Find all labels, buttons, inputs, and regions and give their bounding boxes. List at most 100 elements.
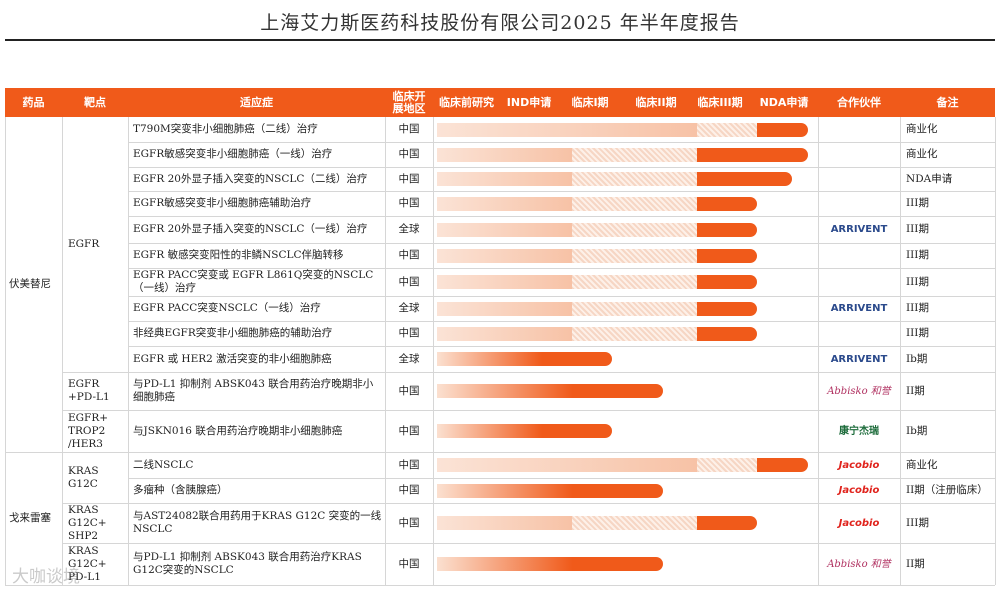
progress-bar	[437, 557, 663, 571]
bar-segment	[697, 122, 757, 137]
column-header: IND申请	[506, 95, 552, 109]
bar-segment	[437, 458, 697, 472]
column-header: 临床前研究	[439, 95, 494, 109]
note: III期	[906, 302, 929, 314]
bar-segment	[572, 516, 697, 530]
note: III期	[906, 249, 929, 261]
bar-segment	[572, 301, 697, 316]
indication: EGFR 敏感突变阳性的非鳞NSCLC伴脑转移	[133, 249, 344, 261]
bar-segment	[572, 147, 697, 162]
column-line	[433, 117, 434, 585]
indication: 与JSKN016 联合用药治疗晚期非小细胞肺癌	[133, 424, 343, 437]
region: 全球	[398, 223, 420, 235]
indication: EGFR 或 HER2 激活突变的非小细胞肺癌	[133, 352, 332, 365]
row-line	[128, 268, 995, 269]
progress-bar	[437, 384, 663, 398]
bar-segment	[437, 196, 572, 211]
column-line	[62, 117, 63, 585]
partner-logo: ARRIVENT	[830, 353, 888, 365]
note: 商业化	[906, 123, 938, 135]
region: 中国	[398, 424, 420, 437]
progress-bar	[437, 147, 808, 162]
bar-segment	[697, 222, 757, 237]
column-line	[385, 117, 386, 585]
bar-segment	[437, 275, 572, 289]
watermark: 大咖谈境	[12, 567, 80, 587]
target-line	[62, 372, 128, 373]
target: EGFR	[68, 238, 100, 250]
note: 商业化	[906, 458, 938, 471]
row-line	[128, 478, 995, 479]
row-line	[128, 191, 995, 192]
target-line	[62, 410, 128, 411]
column-header: 备注	[936, 95, 959, 109]
bar-segment	[697, 172, 792, 186]
partner-logo: Abbisko 和誉	[827, 385, 891, 397]
note: III期	[906, 275, 929, 288]
column-header: 临床I期	[571, 95, 609, 109]
note: NDA申请	[906, 172, 953, 185]
bar-segment	[437, 326, 572, 341]
table-header	[5, 88, 995, 117]
note: III期	[906, 516, 929, 529]
region: 全球	[398, 302, 420, 314]
progress-bar	[437, 196, 757, 211]
bar-segment	[437, 483, 663, 498]
drug: 戈来雷塞	[9, 512, 51, 524]
indication: 二线NSCLC	[133, 458, 194, 471]
row-line	[128, 410, 995, 411]
region: 中国	[398, 516, 420, 529]
bar-segment	[572, 196, 697, 211]
bar-segment	[437, 147, 572, 162]
indication: EGFR敏感突变非小细胞肺癌（一线）治疗	[133, 148, 333, 160]
bar-segment	[437, 516, 572, 530]
note: III期	[906, 223, 929, 235]
bar-segment	[697, 248, 757, 263]
progress-bar	[437, 352, 612, 366]
row-line	[128, 503, 995, 504]
bar-segment	[437, 172, 572, 186]
bar-segment	[572, 172, 697, 186]
progress-bar	[437, 122, 808, 137]
region: 全球	[398, 352, 420, 365]
partner-logo: Abbisko 和誉	[827, 558, 891, 570]
bar-segment	[572, 275, 697, 289]
partner-logo: ARRIVENT	[830, 303, 888, 314]
progress-bar	[437, 275, 757, 289]
partner-logo: Jacobio	[838, 459, 880, 471]
bar-segment	[757, 458, 808, 472]
indication: T790M突变非小细胞肺癌（二线）治疗	[133, 123, 318, 135]
partner-logo: ARRIVENT	[830, 224, 888, 235]
target: EGFR+ TROP2 /HER3	[68, 411, 109, 450]
progress-bar	[437, 483, 663, 498]
bar-segment	[572, 222, 697, 237]
region: 中国	[398, 123, 420, 135]
region: 中国	[398, 557, 420, 570]
column-header: 临床II期	[635, 95, 677, 109]
bar-segment	[437, 424, 612, 438]
report-title: 上海艾力斯医药科技股份有限公司2025 年半年度报告	[260, 12, 740, 34]
target: KRAS G12C	[68, 464, 99, 490]
row-line	[128, 216, 995, 217]
region: 中国	[398, 197, 420, 209]
note: 商业化	[906, 148, 938, 160]
column-header: 靶点	[84, 95, 106, 109]
column-header: 临床开展地区	[392, 89, 426, 115]
progress-bar	[437, 301, 757, 316]
column-line	[818, 117, 819, 585]
bar-segment	[697, 458, 757, 472]
column-header: NDA申请	[759, 95, 809, 109]
title-rule	[5, 39, 995, 41]
bar-segment	[697, 147, 808, 162]
row-line	[128, 167, 995, 168]
bar-segment	[437, 352, 612, 366]
row-line	[128, 142, 995, 143]
bar-segment	[437, 248, 572, 263]
bar-segment	[437, 557, 663, 571]
row-line	[128, 452, 995, 453]
progress-bar	[437, 248, 757, 263]
note: III期	[906, 197, 929, 209]
drug-line	[5, 452, 62, 453]
bar-segment	[697, 301, 757, 316]
